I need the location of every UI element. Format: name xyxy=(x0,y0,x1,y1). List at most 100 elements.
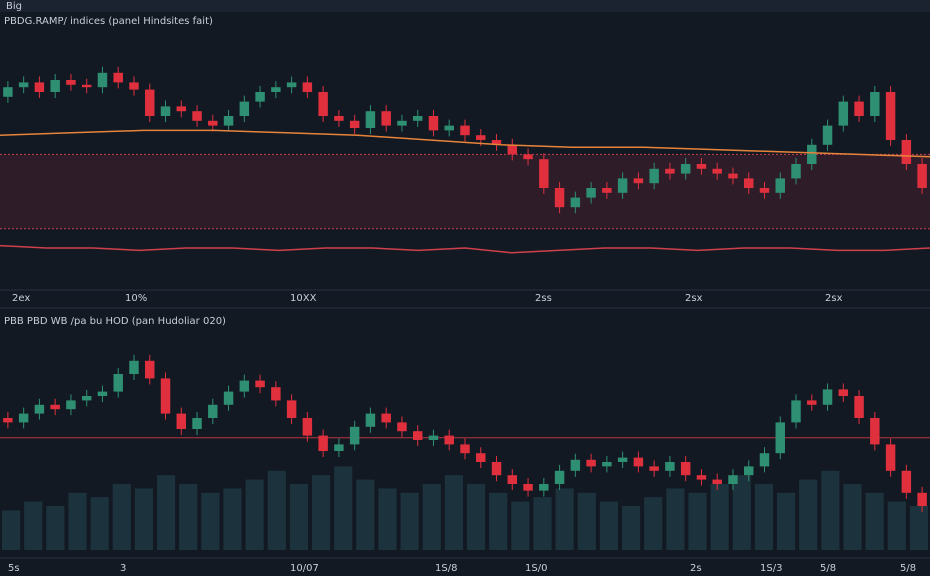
candle xyxy=(412,116,423,121)
candle xyxy=(334,116,344,121)
panel-title: PBB PBD WB /pa bu HOD (pan Hudoliar 020) xyxy=(4,316,226,327)
candle xyxy=(696,164,707,169)
candle xyxy=(18,82,29,88)
candle xyxy=(712,168,722,174)
volume-bar xyxy=(732,475,751,550)
candle xyxy=(728,475,738,484)
candle xyxy=(3,418,13,423)
x-tick-label: 2ex xyxy=(12,293,30,304)
x-tick-label: 5/8 xyxy=(820,563,836,574)
candle xyxy=(381,413,391,423)
candle xyxy=(302,82,313,92)
volume-bar xyxy=(422,484,441,550)
candle xyxy=(129,360,139,374)
candle xyxy=(680,164,691,174)
candle xyxy=(570,197,581,208)
candle xyxy=(349,426,360,445)
candle xyxy=(822,389,833,405)
candle xyxy=(271,387,281,401)
candle xyxy=(66,80,76,85)
x-tick-label: 10% xyxy=(125,293,147,304)
candle xyxy=(838,389,849,396)
volume-bar xyxy=(157,475,176,550)
volume-bar xyxy=(644,497,663,550)
candle xyxy=(192,418,202,429)
volume-bar xyxy=(312,475,331,550)
candle xyxy=(775,422,785,454)
candle xyxy=(523,154,533,160)
candle xyxy=(539,484,549,491)
candle xyxy=(381,111,391,126)
volume-bar xyxy=(887,501,906,550)
candle xyxy=(665,168,675,174)
candle xyxy=(633,457,644,467)
candle xyxy=(885,444,896,471)
candle xyxy=(617,457,628,462)
candle xyxy=(50,404,60,410)
candle xyxy=(34,82,45,92)
x-tick-label: 2s xyxy=(690,563,702,574)
candle xyxy=(507,475,518,484)
volume-bar xyxy=(555,488,574,550)
volume-bar xyxy=(710,484,729,550)
volume-bar xyxy=(688,492,707,550)
candle xyxy=(255,380,265,388)
candle xyxy=(665,462,675,471)
candle xyxy=(807,400,817,405)
candle xyxy=(586,459,596,467)
top-bar xyxy=(0,0,930,12)
x-tick-label: 10XX xyxy=(290,293,317,304)
candle xyxy=(570,459,581,471)
candle xyxy=(129,82,139,90)
candle xyxy=(365,413,376,427)
candle xyxy=(271,87,281,92)
volume-bar xyxy=(843,484,862,550)
candle xyxy=(554,470,565,484)
volume-bar xyxy=(179,484,198,550)
candle xyxy=(192,111,202,121)
volume-bar xyxy=(378,488,397,550)
x-tick-label: 5s xyxy=(8,563,20,574)
candle xyxy=(349,120,360,128)
candle xyxy=(255,92,265,102)
volume-bar xyxy=(489,492,508,550)
candle xyxy=(791,164,801,179)
candle xyxy=(34,404,45,414)
volume-bar xyxy=(289,484,308,550)
volume-bar xyxy=(577,492,596,550)
volume-bar xyxy=(334,466,353,550)
candle xyxy=(113,374,123,392)
candle xyxy=(649,466,659,471)
candle xyxy=(854,396,864,418)
candle xyxy=(838,101,849,126)
volume-bar xyxy=(400,492,419,550)
zone xyxy=(0,154,930,229)
volume-bar xyxy=(356,479,375,550)
x-tick-label: 3 xyxy=(120,563,126,574)
candle xyxy=(586,188,596,198)
candle xyxy=(397,422,407,432)
candle xyxy=(444,125,454,131)
candle xyxy=(18,413,29,423)
volume-bar xyxy=(777,492,796,550)
volume-bar xyxy=(622,506,641,550)
candle xyxy=(3,87,13,97)
candle xyxy=(633,178,644,184)
candle xyxy=(617,178,628,193)
candle xyxy=(696,475,707,480)
volume-bar xyxy=(533,497,552,550)
candle xyxy=(160,106,171,116)
volume-bar xyxy=(24,501,43,550)
panel-title: PBDG.RAMP/ indices (panel Hindsites fait… xyxy=(4,16,213,27)
candle xyxy=(854,101,864,116)
candle xyxy=(822,125,833,145)
volume-bar xyxy=(754,484,773,550)
candle xyxy=(602,188,612,193)
volume-bar xyxy=(511,501,530,550)
x-tick-label: 2sx xyxy=(685,293,703,304)
candle xyxy=(113,72,123,83)
volume-bar xyxy=(68,492,87,550)
x-tick-label: 2sx xyxy=(825,293,843,304)
